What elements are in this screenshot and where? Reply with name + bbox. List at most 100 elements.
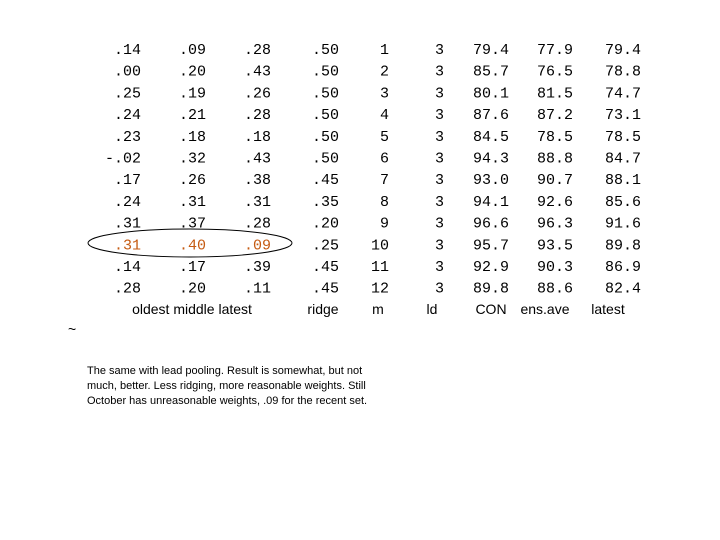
- table-cell: .50: [312, 85, 339, 102]
- table-cell: .35: [312, 194, 339, 211]
- table-cell: 90.3: [537, 259, 573, 276]
- table-cell: 85.6: [605, 194, 641, 211]
- table-cell: 3: [435, 85, 444, 102]
- table-cell: 82.4: [605, 281, 641, 298]
- table-cell: .31: [114, 237, 141, 254]
- caption-line: much, better. Less ridging, more reasona…: [87, 380, 366, 392]
- table-cell: .45: [312, 172, 339, 189]
- table-cell: .50: [312, 151, 339, 168]
- table-cell: 93.0: [473, 172, 509, 189]
- table-cell: .20: [179, 64, 206, 81]
- table-cell: 88.6: [537, 281, 573, 298]
- table-cell: 76.5: [537, 64, 573, 81]
- caption-line: The same with lead pooling. Result is so…: [87, 365, 362, 377]
- table-cell: 91.6: [605, 216, 641, 233]
- table-cell: 84.7: [605, 151, 641, 168]
- table-cell: .20: [312, 216, 339, 233]
- table-cell: 89.8: [605, 237, 641, 254]
- table-cell: 2: [380, 64, 389, 81]
- table-cell: .11: [244, 281, 271, 298]
- table-cell: 3: [435, 64, 444, 81]
- table-cell: 94.1: [473, 194, 509, 211]
- table-cell: 6: [380, 151, 389, 168]
- table-cell: 86.9: [605, 259, 641, 276]
- column-label: oldest middle latest: [132, 301, 252, 317]
- table-cell: 3: [435, 129, 444, 146]
- table-cell: 3: [435, 194, 444, 211]
- table-cell: 79.4: [605, 42, 641, 59]
- table-cell: .31: [179, 194, 206, 211]
- table-cell: .19: [179, 85, 206, 102]
- table-cell: 12: [371, 281, 389, 298]
- column-label: latest: [591, 301, 625, 317]
- table-cell: 74.7: [605, 85, 641, 102]
- table-cell: .26: [244, 85, 271, 102]
- table-cell: .17: [179, 259, 206, 276]
- table-cell: .24: [114, 107, 141, 124]
- table-cell: 3: [435, 172, 444, 189]
- table-cell: .50: [312, 64, 339, 81]
- table-cell: .20: [179, 281, 206, 298]
- table-cell: 1: [380, 42, 389, 59]
- table-cell: 92.6: [537, 194, 573, 211]
- table-cell: 80.1: [473, 85, 509, 102]
- table-cell: 96.3: [537, 216, 573, 233]
- table-cell: 9: [380, 216, 389, 233]
- table-cell: .09: [179, 42, 206, 59]
- column-label: CON: [475, 301, 506, 317]
- table-cell: 96.6: [473, 216, 509, 233]
- table-cell: .18: [244, 129, 271, 146]
- caption-line: October has unreasonable weights, .09 fo…: [87, 395, 367, 407]
- table-cell: 3: [435, 107, 444, 124]
- table-cell: 78.5: [605, 129, 641, 146]
- table-cell: .31: [244, 194, 271, 211]
- table-cell: 89.8: [473, 281, 509, 298]
- table-cell: .32: [179, 151, 206, 168]
- column-label: ld: [427, 301, 438, 317]
- table-cell: .28: [244, 216, 271, 233]
- table-cell: .28: [244, 42, 271, 59]
- tilde: ~: [68, 321, 76, 337]
- table-cell: .23: [114, 129, 141, 146]
- table-cell: .17: [114, 172, 141, 189]
- table-cell: 3: [435, 216, 444, 233]
- table-cell: 8: [380, 194, 389, 211]
- table-cell: .28: [114, 281, 141, 298]
- table-cell: 88.1: [605, 172, 641, 189]
- table-cell: 3: [435, 281, 444, 298]
- table-cell: 5: [380, 129, 389, 146]
- table-cell: .14: [114, 259, 141, 276]
- table-cell: .45: [312, 281, 339, 298]
- table-cell: 77.9: [537, 42, 573, 59]
- table-cell: .39: [244, 259, 271, 276]
- table-cell: 3: [435, 237, 444, 254]
- table-cell: 79.4: [473, 42, 509, 59]
- table-cell: 93.5: [537, 237, 573, 254]
- table-cell: .38: [244, 172, 271, 189]
- table-cell: .43: [244, 64, 271, 81]
- table-cell: .40: [179, 237, 206, 254]
- column-label: ridge: [307, 301, 338, 317]
- table-cell: 7: [380, 172, 389, 189]
- table-cell: 78.5: [537, 129, 573, 146]
- table-cell: .18: [179, 129, 206, 146]
- table-cell: .25: [312, 237, 339, 254]
- table-cell: 3: [435, 42, 444, 59]
- table-cell: 94.3: [473, 151, 509, 168]
- table-cell: .50: [312, 42, 339, 59]
- table-cell: 85.7: [473, 64, 509, 81]
- table-cell: 90.7: [537, 172, 573, 189]
- table-cell: 84.5: [473, 129, 509, 146]
- table-cell: 81.5: [537, 85, 573, 102]
- column-label: m: [372, 301, 384, 317]
- table-cell: 10: [371, 237, 389, 254]
- table-cell: 3: [435, 259, 444, 276]
- column-label: ens.ave: [520, 301, 569, 317]
- table-cell: 78.8: [605, 64, 641, 81]
- table-cell: .43: [244, 151, 271, 168]
- table-cell: .25: [114, 85, 141, 102]
- table-cell: 92.9: [473, 259, 509, 276]
- table-cell: .37: [179, 216, 206, 233]
- table-cell: .50: [312, 107, 339, 124]
- table-cell: .14: [114, 42, 141, 59]
